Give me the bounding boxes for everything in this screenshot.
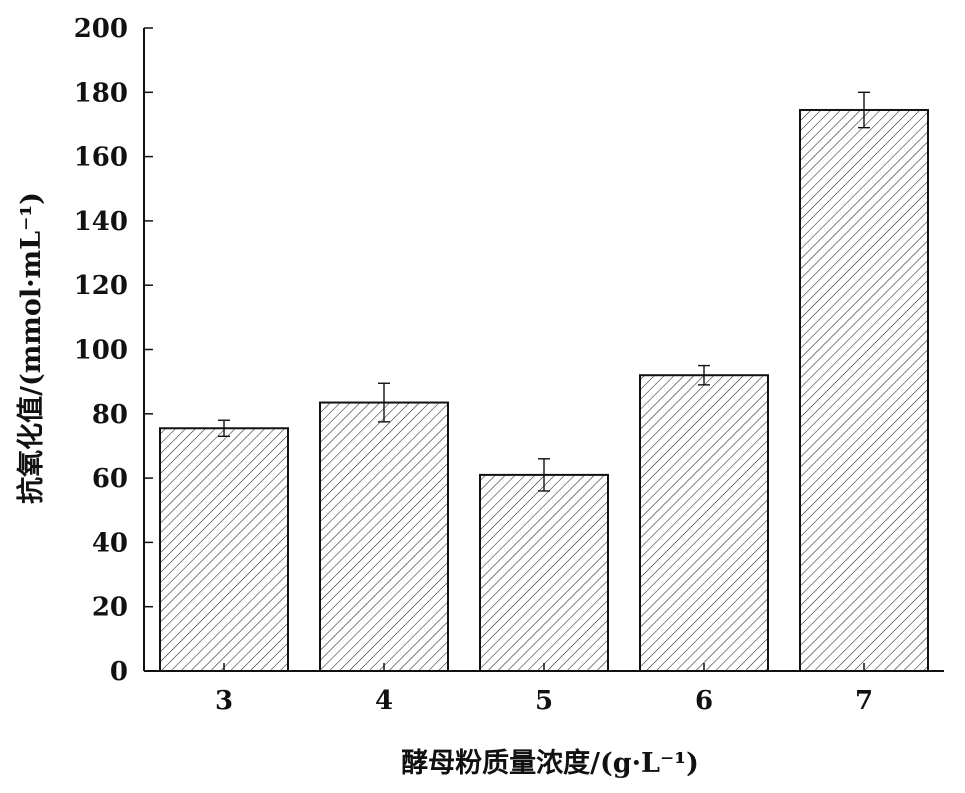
y-tick-label: 160 [74,143,128,173]
x-tick-label: 5 [535,686,553,716]
y-tick-label: 0 [110,657,128,687]
error-bar-4 [378,382,390,423]
y-tick-label: 140 [74,207,128,237]
x-tick-label: 3 [215,686,233,716]
y-tick-label: 40 [92,528,128,558]
bar-3 [159,427,289,672]
y-tick-label: 120 [74,271,128,301]
error-bar-7 [858,91,870,129]
y-tick-label: 180 [74,78,128,108]
y-axis-title: 抗氧化值/(mmol·mL⁻¹) [15,192,47,504]
error-bar-6 [698,364,710,386]
bar-7 [799,108,929,673]
axes [143,27,944,672]
bar-6 [639,374,769,672]
x-tick-label: 7 [855,686,873,716]
bar-4 [319,401,449,672]
x-tick-label: 4 [375,686,393,716]
bar-5 [479,473,609,673]
y-tick-label: 200 [74,14,128,44]
error-bar-5 [538,458,550,492]
y-tick-label: 80 [92,400,128,430]
y-tick-label: 100 [74,336,128,366]
error-bar-3 [218,419,230,438]
tick-labels: 3 4 5 6 7 0 20 40 60 80 100 120 140 160 180 200 [74,14,873,716]
y-tick-label: 20 [92,593,128,623]
bars [159,91,929,673]
x-axis-title: 酵母粉质量浓度/(g·L⁻¹) [401,747,699,779]
y-tick-label: 60 [92,464,128,494]
x-tick-label: 6 [695,686,713,716]
